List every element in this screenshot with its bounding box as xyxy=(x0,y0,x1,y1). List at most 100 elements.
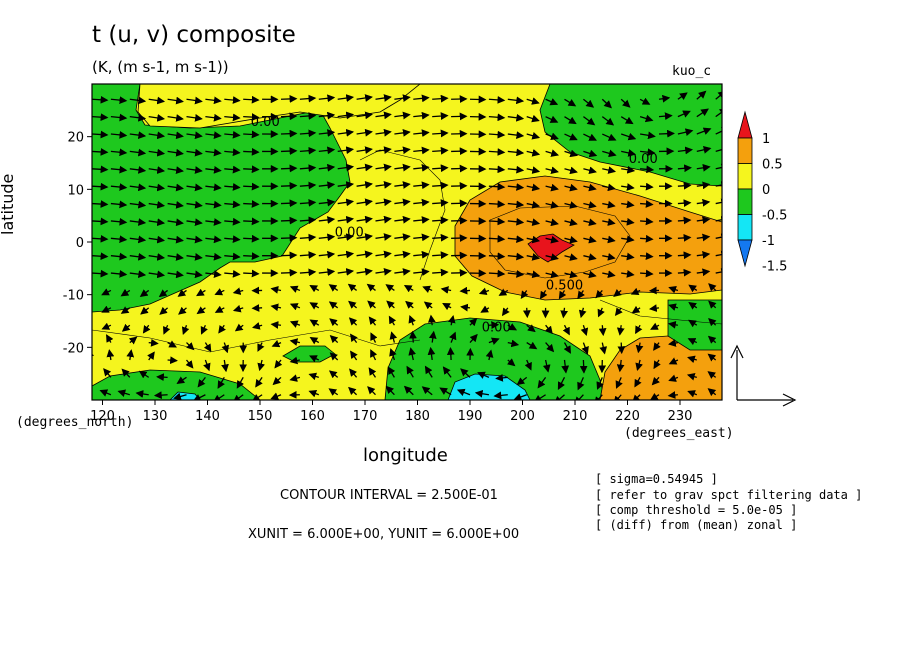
wind-vector xyxy=(621,252,635,261)
wind-vector xyxy=(715,107,722,118)
wind-vector xyxy=(640,217,654,226)
wind-vector xyxy=(356,181,373,189)
wind-vector xyxy=(594,394,603,400)
wind-vector xyxy=(274,359,283,369)
wind-vector xyxy=(506,358,516,367)
wind-vector xyxy=(696,108,709,118)
y-tick-label: 20 xyxy=(67,131,84,146)
wind-vector xyxy=(413,146,430,155)
y-tick-label: 0 xyxy=(76,236,84,251)
wind-vector xyxy=(356,163,373,172)
wind-vector xyxy=(488,165,506,174)
wind-vector xyxy=(394,94,411,103)
wind-vector xyxy=(214,305,225,313)
wind-vector xyxy=(413,94,430,103)
wind-vector xyxy=(328,370,339,379)
wind-vector xyxy=(677,216,692,225)
wind-vector xyxy=(707,335,717,344)
wind-vector xyxy=(583,218,597,227)
wind-vector xyxy=(413,233,430,242)
wind-vector xyxy=(598,325,607,337)
x-tick-label: 180 xyxy=(405,409,430,424)
wind-vector xyxy=(537,376,547,389)
wind-vector xyxy=(349,333,358,343)
wind-vector xyxy=(545,201,559,209)
wind-vector xyxy=(687,338,698,346)
wind-vector xyxy=(138,370,150,379)
wind-vector xyxy=(110,130,128,139)
wind-vector xyxy=(270,286,282,294)
wind-vector xyxy=(696,216,711,225)
wind-vector xyxy=(526,114,540,123)
wind-vector xyxy=(394,215,411,224)
wind-vector xyxy=(563,342,571,354)
wind-vector xyxy=(427,346,436,361)
wind-vector xyxy=(564,183,578,192)
wind-vector xyxy=(507,131,525,139)
wind-vector xyxy=(318,233,336,242)
wind-vector xyxy=(640,165,655,174)
reference-vector-key xyxy=(730,344,797,407)
wind-vector xyxy=(205,218,222,226)
wind-vector xyxy=(337,198,355,207)
wind-vector xyxy=(368,367,377,378)
wind-vector xyxy=(667,320,679,329)
wind-vector xyxy=(677,181,692,190)
wind-vector xyxy=(156,373,168,382)
wind-vector xyxy=(582,98,595,108)
wind-vector xyxy=(574,394,584,400)
wind-vector xyxy=(602,270,616,279)
wind-vector xyxy=(432,164,449,173)
wind-vector xyxy=(309,284,320,293)
wind-vector xyxy=(337,163,355,172)
wind-vector xyxy=(507,183,525,191)
wind-vector xyxy=(243,200,260,208)
colorbar-label: 0 xyxy=(762,183,770,198)
wind-vector xyxy=(337,250,355,259)
wind-vector xyxy=(688,319,698,328)
colorbar-segment xyxy=(737,163,753,190)
wind-vector xyxy=(368,316,377,326)
wind-vector xyxy=(520,290,529,299)
colorbar-segment xyxy=(737,137,753,164)
wind-vector xyxy=(167,200,184,209)
wind-vector xyxy=(432,94,449,103)
wind-vector xyxy=(621,183,635,191)
wind-vector xyxy=(337,128,355,137)
wind-vector xyxy=(650,322,660,330)
wind-vector xyxy=(337,233,355,241)
wind-vector xyxy=(92,148,109,156)
wind-vector xyxy=(615,377,623,389)
wind-vector xyxy=(557,377,566,390)
note-diff: [ (diff) from (mean) zonal ] xyxy=(595,518,798,532)
wind-vector xyxy=(224,165,241,174)
wind-vector xyxy=(488,269,506,278)
wind-vector xyxy=(318,181,336,190)
wind-vector xyxy=(186,270,203,279)
wind-vector xyxy=(554,394,565,400)
wind-vector xyxy=(309,337,320,345)
wind-vector xyxy=(640,252,654,261)
wind-vector xyxy=(533,394,546,400)
wind-vector xyxy=(205,252,222,261)
wind-vector xyxy=(658,94,671,103)
wind-vector xyxy=(232,394,244,400)
wind-vector xyxy=(621,165,636,174)
wind-vector xyxy=(147,351,155,361)
wind-vector xyxy=(159,306,169,315)
wind-vector xyxy=(545,270,559,279)
wind-vector xyxy=(422,285,433,293)
wind-vector xyxy=(196,288,206,297)
wind-vector xyxy=(299,94,317,103)
wind-vector xyxy=(394,111,411,120)
wind-vector xyxy=(460,303,471,312)
wind-vector xyxy=(613,394,622,400)
wind-vector xyxy=(129,235,147,244)
colorbar-segment xyxy=(737,188,753,215)
wind-vector xyxy=(92,130,109,139)
wind-vector xyxy=(545,253,559,261)
wind-vector xyxy=(526,97,540,105)
wind-vector xyxy=(413,216,430,224)
wind-vector xyxy=(677,128,694,136)
wind-vector xyxy=(488,200,506,208)
